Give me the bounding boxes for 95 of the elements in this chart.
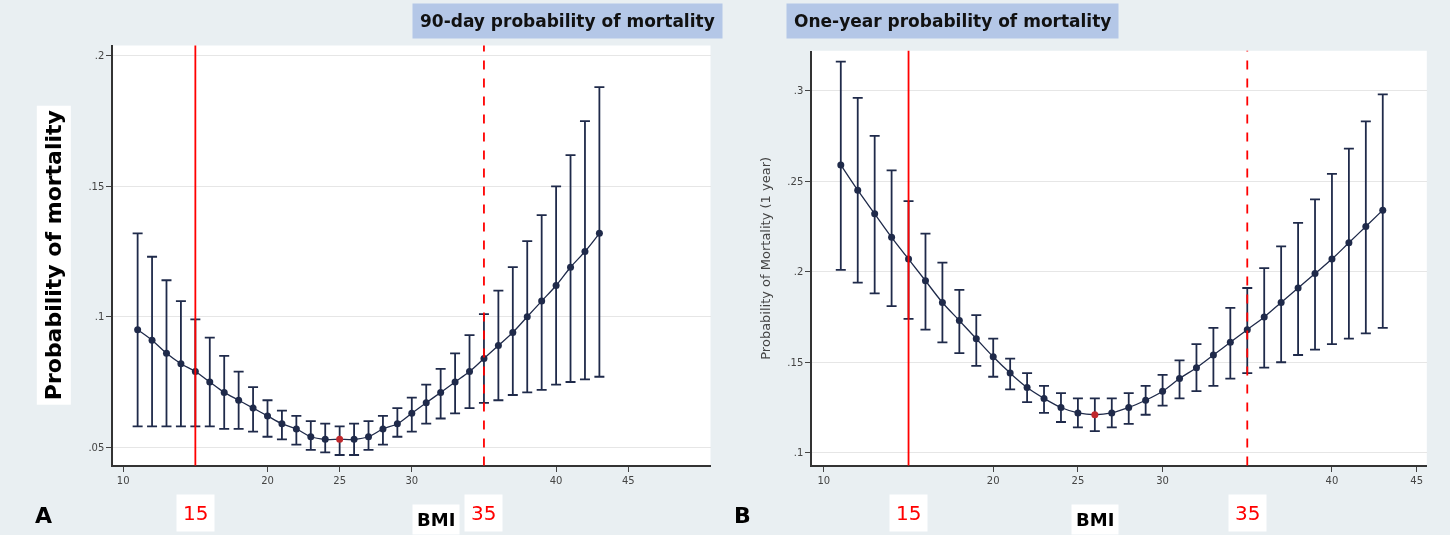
point <box>1226 338 1234 346</box>
y-tick-label: .05 <box>88 441 105 453</box>
point <box>134 326 142 334</box>
point <box>1260 313 1268 321</box>
point <box>888 233 896 241</box>
chart-title: 90-day probability of mortality <box>420 11 715 31</box>
point <box>1108 409 1116 417</box>
point <box>1074 409 1082 417</box>
point <box>264 412 271 420</box>
x-tick-label: 45 <box>1410 475 1424 487</box>
y-tick-label: .15 <box>88 180 105 192</box>
point <box>206 378 214 386</box>
point <box>972 335 980 343</box>
point <box>321 435 329 443</box>
point <box>1192 364 1200 372</box>
y-tick-label: .2 <box>793 266 804 278</box>
point <box>162 349 170 357</box>
point <box>235 396 243 404</box>
point <box>1125 404 1133 412</box>
x-tick-label: 10 <box>817 475 831 487</box>
point <box>955 317 963 325</box>
point <box>552 281 560 289</box>
x-tick-label: 40 <box>1325 475 1339 487</box>
point <box>1057 404 1065 412</box>
y-tick-label: .3 <box>793 85 804 97</box>
point <box>393 420 401 428</box>
point <box>938 298 946 306</box>
point <box>148 336 156 344</box>
point <box>509 328 517 336</box>
point <box>523 313 531 321</box>
x-tick-label: 20 <box>261 475 274 487</box>
text: A <box>35 503 53 528</box>
point <box>1023 384 1031 392</box>
point <box>292 425 300 433</box>
point <box>451 378 459 386</box>
point <box>581 248 589 256</box>
point <box>365 433 373 441</box>
point <box>336 435 344 443</box>
y-tick-label: .1 <box>793 447 804 459</box>
point <box>379 425 387 433</box>
point <box>1311 270 1319 278</box>
point <box>1379 206 1387 214</box>
point <box>177 360 185 368</box>
y-tick-label: .25 <box>787 175 804 187</box>
x-tick-label: 20 <box>986 475 1000 487</box>
x-tick-label: 10 <box>116 475 130 487</box>
point <box>1345 239 1353 247</box>
x-tick-label: 45 <box>621 475 635 487</box>
text: B <box>734 503 751 528</box>
point <box>437 388 445 396</box>
point <box>307 433 315 441</box>
point <box>837 161 845 169</box>
y-axis-title: Probability of Mortality (1 year) <box>758 156 774 360</box>
x-tick-label: 30 <box>405 475 419 487</box>
x-tick-label: 25 <box>1071 475 1085 487</box>
point <box>466 368 474 376</box>
ref-line-label: 35 <box>471 501 497 525</box>
point <box>408 409 416 417</box>
x-tick-label: 40 <box>549 475 563 487</box>
point <box>989 353 997 361</box>
point <box>249 404 257 412</box>
x-tick-label: 25 <box>333 475 347 487</box>
point <box>854 186 862 194</box>
point <box>1277 298 1285 306</box>
point <box>1294 284 1302 292</box>
point <box>1159 387 1167 395</box>
point <box>567 263 575 271</box>
point <box>494 341 502 349</box>
y-axis-title: Probability of mortality <box>41 110 67 401</box>
point <box>871 210 879 218</box>
point <box>350 435 358 443</box>
point <box>538 297 546 305</box>
ref-line-label: 15 <box>183 501 209 525</box>
x-axis-title: BMI <box>417 509 456 530</box>
point <box>1176 375 1184 383</box>
point <box>921 277 929 285</box>
x-axis-title: BMI <box>1076 509 1115 530</box>
y-tick-label: .15 <box>787 356 804 368</box>
y-tick-label: .2 <box>94 50 105 62</box>
point <box>595 229 603 237</box>
ref-line-label: 15 <box>896 501 922 525</box>
point <box>422 399 430 407</box>
point <box>1362 222 1370 230</box>
point <box>1091 411 1099 419</box>
point <box>1006 369 1014 377</box>
point <box>1040 394 1048 402</box>
point <box>1209 351 1217 359</box>
ref-line-label: 35 <box>1235 501 1261 525</box>
chart-title: One-year probability of mortality <box>794 11 1112 31</box>
y-tick-label: .1 <box>94 311 105 323</box>
point <box>1328 255 1336 263</box>
point <box>278 420 286 428</box>
x-tick-label: 30 <box>1156 475 1169 487</box>
point <box>1142 396 1150 404</box>
point <box>220 388 228 396</box>
